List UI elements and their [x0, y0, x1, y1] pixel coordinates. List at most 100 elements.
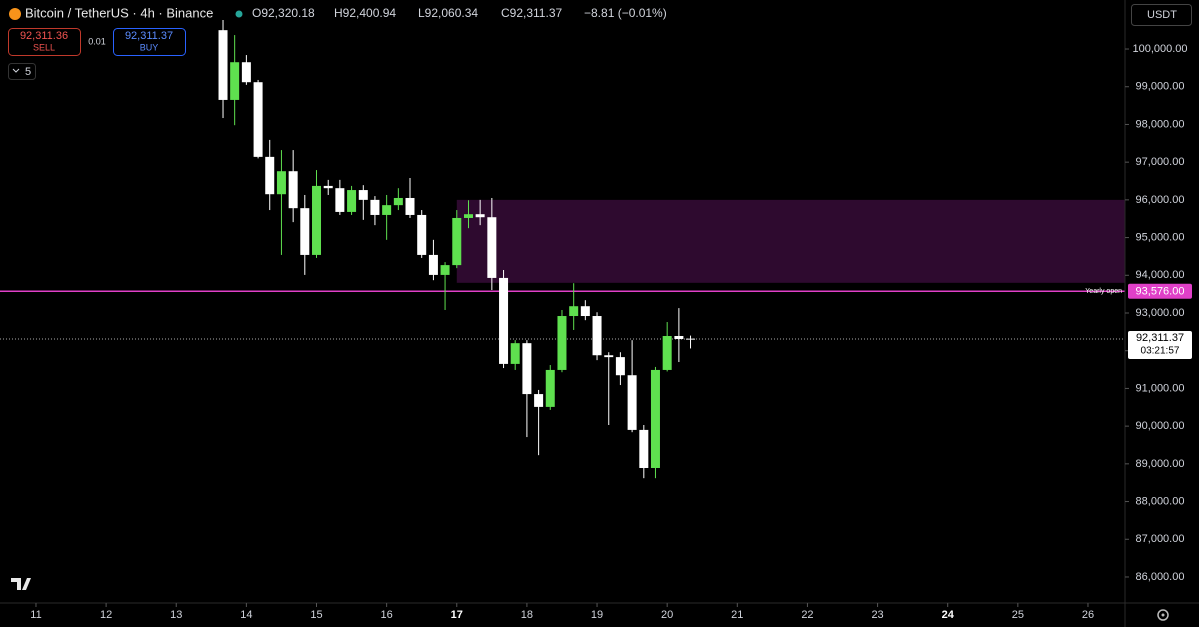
candle-body: [510, 343, 520, 364]
ohlc-high: H92,400.94: [334, 6, 396, 20]
candle-body: [218, 30, 228, 100]
y-tick-label: 91,000.00: [1136, 382, 1185, 394]
candle-body: [335, 188, 345, 212]
candle-body: [650, 369, 660, 468]
candle-body: [569, 306, 579, 317]
currency-label: USDT: [1147, 9, 1177, 21]
candle-body: [358, 190, 368, 200]
candle-body: [382, 205, 392, 215]
candle-body: [452, 217, 462, 266]
x-tick-label: 17: [451, 609, 463, 621]
candle-body: [627, 375, 637, 430]
y-tick-label: 96,000.00: [1136, 194, 1185, 206]
candle-body: [405, 197, 415, 215]
x-tick-label: 22: [801, 609, 813, 621]
yearly-open-tag: [1128, 283, 1192, 299]
candle-body: [545, 369, 555, 407]
candle-body: [288, 171, 298, 209]
indicator-toggle[interactable]: [8, 63, 36, 80]
x-tick-label: 14: [240, 609, 252, 621]
candle-body: [276, 171, 286, 195]
candle-body: [241, 62, 251, 83]
candle-body: [440, 265, 450, 275]
supply-zone: [456, 199, 1125, 283]
x-tick-label: 20: [661, 609, 673, 621]
candle-body: [662, 336, 672, 370]
x-tick-label: 24: [942, 609, 955, 621]
candle-body: [604, 355, 614, 358]
candle-body: [475, 214, 485, 218]
tradingview-logo[interactable]: [11, 578, 31, 590]
candle-body: [230, 62, 240, 100]
ohlc-change: −8.81 (−0.01%): [584, 6, 667, 20]
yearly-open-label: Yearly open: [1085, 288, 1122, 295]
y-tick-label: 88,000.00: [1136, 495, 1185, 507]
last-price-tag: [1128, 330, 1192, 359]
currency-select[interactable]: [1131, 4, 1192, 26]
y-tick-label: 99,000.00: [1136, 81, 1185, 93]
y-tick-label: 94,000.00: [1136, 269, 1185, 281]
market-status: [235, 10, 243, 18]
last-price-value: 92,311.37: [1136, 332, 1184, 344]
x-tick-label: 19: [591, 609, 603, 621]
y-tick-label: 98,000.00: [1136, 118, 1185, 130]
x-tick-label: 25: [1012, 609, 1024, 621]
settings-icon[interactable]: [1157, 609, 1169, 621]
y-tick-label: 90,000.00: [1136, 420, 1185, 432]
candle-body: [428, 254, 438, 275]
indicator-count: 5: [25, 66, 31, 78]
chevron-icon: [12, 68, 20, 73]
candle-body: [463, 214, 473, 218]
candle-body: [265, 156, 275, 195]
candle-body: [522, 343, 532, 395]
x-tick-label: 15: [310, 609, 322, 621]
y-tick-label: 93,000.00: [1136, 307, 1185, 319]
settings-icon-center: [1161, 613, 1165, 617]
candle-body: [253, 82, 263, 157]
quantity: 0.01: [88, 36, 106, 46]
sell-label: SELL: [33, 42, 55, 52]
symbol-title[interactable]: Bitcoin / TetherUS · 4h · Binance: [25, 5, 213, 20]
candle-body: [300, 208, 310, 255]
candle-body: [417, 214, 427, 255]
y-tick-label: 86,000.00: [1136, 571, 1185, 583]
candle-body: [615, 357, 625, 376]
candle-body: [534, 394, 544, 407]
symbol-icon: [9, 8, 21, 20]
buy-button[interactable]: [113, 28, 186, 56]
x-tick-label: 11: [30, 609, 41, 621]
candle-body: [580, 306, 590, 317]
x-tick-label: 18: [521, 609, 533, 621]
ohlc-close: C92,311.37: [501, 6, 562, 20]
x-tick-label: 13: [170, 609, 182, 621]
buy-price: 92,311.37: [125, 30, 173, 42]
plot-area: [0, 19, 1125, 479]
ohlc-open: O92,320.18: [252, 6, 315, 20]
x-tick-label: 23: [871, 609, 883, 621]
candle-body: [499, 277, 509, 364]
x-tick-label: 16: [381, 609, 393, 621]
candle-body: [393, 197, 403, 206]
candle-body: [686, 338, 696, 340]
x-tick-label: 21: [731, 609, 743, 621]
candle-body: [347, 190, 357, 212]
y-tick-label: 89,000.00: [1136, 458, 1185, 470]
x-tick-label: 12: [100, 609, 112, 621]
y-tick-label: 100,000.00: [1132, 43, 1187, 55]
buy-label: BUY: [140, 42, 159, 52]
candle-body: [323, 185, 333, 189]
candle-body: [557, 316, 567, 370]
yearly-open-value: 93,576.00: [1136, 286, 1185, 298]
candle-body: [312, 185, 322, 255]
sell-button[interactable]: [8, 28, 81, 56]
y-tick-label: 95,000.00: [1136, 231, 1185, 243]
x-tick-label: 26: [1082, 609, 1094, 621]
countdown: 03:21:57: [1141, 346, 1180, 357]
candle-body: [674, 336, 684, 340]
candle-body: [592, 316, 602, 356]
candle-body: [487, 217, 497, 278]
ohlc-low: L92,060.34: [418, 6, 478, 20]
sell-price: 92,311.36: [20, 30, 68, 42]
candle-body: [639, 429, 649, 468]
